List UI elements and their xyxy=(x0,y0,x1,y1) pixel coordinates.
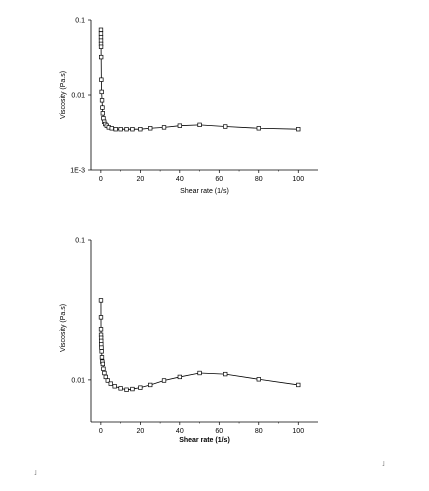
chart-bottom-data-point xyxy=(101,366,106,371)
chart-top-series-line xyxy=(100,29,299,130)
chart-top-data-point xyxy=(113,127,118,132)
paragraph-mark-left: ˩ xyxy=(34,470,37,477)
chart-top-x-tick-label: 20 xyxy=(136,176,144,183)
chart-bottom-data-point xyxy=(124,387,129,392)
chart-top-data-point xyxy=(118,127,123,132)
chart-top-data-point xyxy=(98,35,104,40)
chart-bottom-data-point xyxy=(98,327,104,332)
chart-bottom-data-point xyxy=(161,378,167,383)
chart-bottom-series-line xyxy=(100,300,299,391)
chart-top-data-point xyxy=(98,44,104,49)
chart-bottom-data-point xyxy=(102,370,107,376)
chart-top-data-point xyxy=(109,126,114,131)
chart-bottom-data-point xyxy=(99,355,105,360)
chart-bottom-data-point xyxy=(118,386,123,391)
chart-bottom-data-point xyxy=(98,315,104,320)
chart-bottom-data-point xyxy=(105,378,110,383)
chart-bottom-data-point xyxy=(112,384,117,389)
chart-top-data-point xyxy=(130,127,135,132)
chart-bottom-axes xyxy=(90,240,318,423)
chart-bottom-data-point xyxy=(99,345,104,350)
chart-top-x-tick-label: 80 xyxy=(255,176,263,183)
chart-top-data-point xyxy=(99,98,105,103)
chart-bottom-y-axis-title: Viscosity (Pa.s) xyxy=(60,304,67,352)
chart-bottom-x-tick-label: 60 xyxy=(215,428,223,435)
chart-top-data-point xyxy=(98,27,104,32)
chart-bottom-x-tick-label: 0 xyxy=(99,428,103,435)
chart-bottom-data-point xyxy=(197,370,202,376)
paragraph-mark-right: ˩ xyxy=(382,461,385,468)
chart-bottom-data-point xyxy=(130,386,135,392)
chart-top-data-point xyxy=(99,89,104,95)
chart-bottom-data-point xyxy=(296,382,301,388)
chart-top-x-tick-label: 40 xyxy=(176,176,184,183)
chart-bottom-data-point xyxy=(99,342,104,347)
chart-bottom-points xyxy=(98,298,301,392)
chart-top-x-tick-label: 100 xyxy=(292,176,304,183)
chart-bottom-data-point xyxy=(100,361,105,367)
chart-bottom-data-point xyxy=(138,385,143,390)
chart-top-data-point xyxy=(148,126,153,131)
chart-top-data-point xyxy=(101,116,106,121)
chart-bottom-x-axis-title: Shear rate (1/s) xyxy=(179,437,230,444)
chart-bottom-x-tick-label: 100 xyxy=(292,428,304,435)
chart-bottom-y-tick-label: 0.01 xyxy=(71,377,85,384)
chart-top-y-tick-label: 0.1 xyxy=(75,18,85,25)
chart-bottom-ticks: 0 20 40 60 80 100 0.01 0.1 xyxy=(71,238,304,436)
chart-bottom-data-point xyxy=(99,349,104,354)
chart-top-points xyxy=(98,27,301,132)
chart-top-x-tick-label: 0 xyxy=(99,176,103,183)
chart-bottom-x-tick-label: 80 xyxy=(255,428,263,435)
chart-top-data-point xyxy=(223,124,228,129)
chart-bottom-data-point xyxy=(148,382,153,388)
chart-top-x-tick-label: 60 xyxy=(215,176,223,183)
chart-top-data-point xyxy=(177,123,182,128)
chart-bottom: 0 20 40 60 80 100 0.01 0.1 Shear rate (1/s) Vis… xyxy=(60,238,318,444)
chart-top-data-point xyxy=(197,122,202,128)
chart-top-data-point xyxy=(98,31,104,36)
chart-top: 0 20 40 60 80 100 1E-3 0.01 0.1 Shear rate (1/s)… xyxy=(60,18,318,195)
chart-bottom-x-tick-label: 40 xyxy=(176,428,184,435)
chart-bottom-data-point xyxy=(177,374,182,380)
chart-bottom-data-point xyxy=(223,371,228,377)
chart-top-data-point xyxy=(161,125,167,130)
chart-top-data-point xyxy=(99,77,104,82)
chart-top-y-tick-label: 1E-3 xyxy=(70,168,85,175)
chart-bottom-y-tick-label: 0.1 xyxy=(75,238,85,245)
chart-bottom-x-tick-label: 20 xyxy=(136,428,144,435)
chart-bottom-data-point xyxy=(103,374,108,380)
chart-top-ticks: 0 20 40 60 80 100 1E-3 0.01 0.1 xyxy=(70,18,304,184)
chart-top-data-point xyxy=(296,127,301,132)
chart-top-y-axis-title: Viscosity (Pa.s) xyxy=(60,71,67,119)
chart-bottom-data-point xyxy=(108,381,113,386)
chart-top-data-point xyxy=(138,127,143,132)
chart-top-axes xyxy=(90,20,318,171)
chart-top-data-point xyxy=(256,126,261,131)
chart-top-y-tick-label: 0.01 xyxy=(71,93,85,100)
chart-top-data-point xyxy=(124,127,129,132)
chart-bottom-data-point xyxy=(256,377,261,382)
chart-top-data-point xyxy=(99,54,104,60)
chart-top-x-axis-title: Shear rate (1/s) xyxy=(180,188,229,195)
chart-top-data-point xyxy=(100,105,105,110)
chart-top-data-point xyxy=(100,111,105,116)
chart-bottom-data-point xyxy=(98,298,104,303)
